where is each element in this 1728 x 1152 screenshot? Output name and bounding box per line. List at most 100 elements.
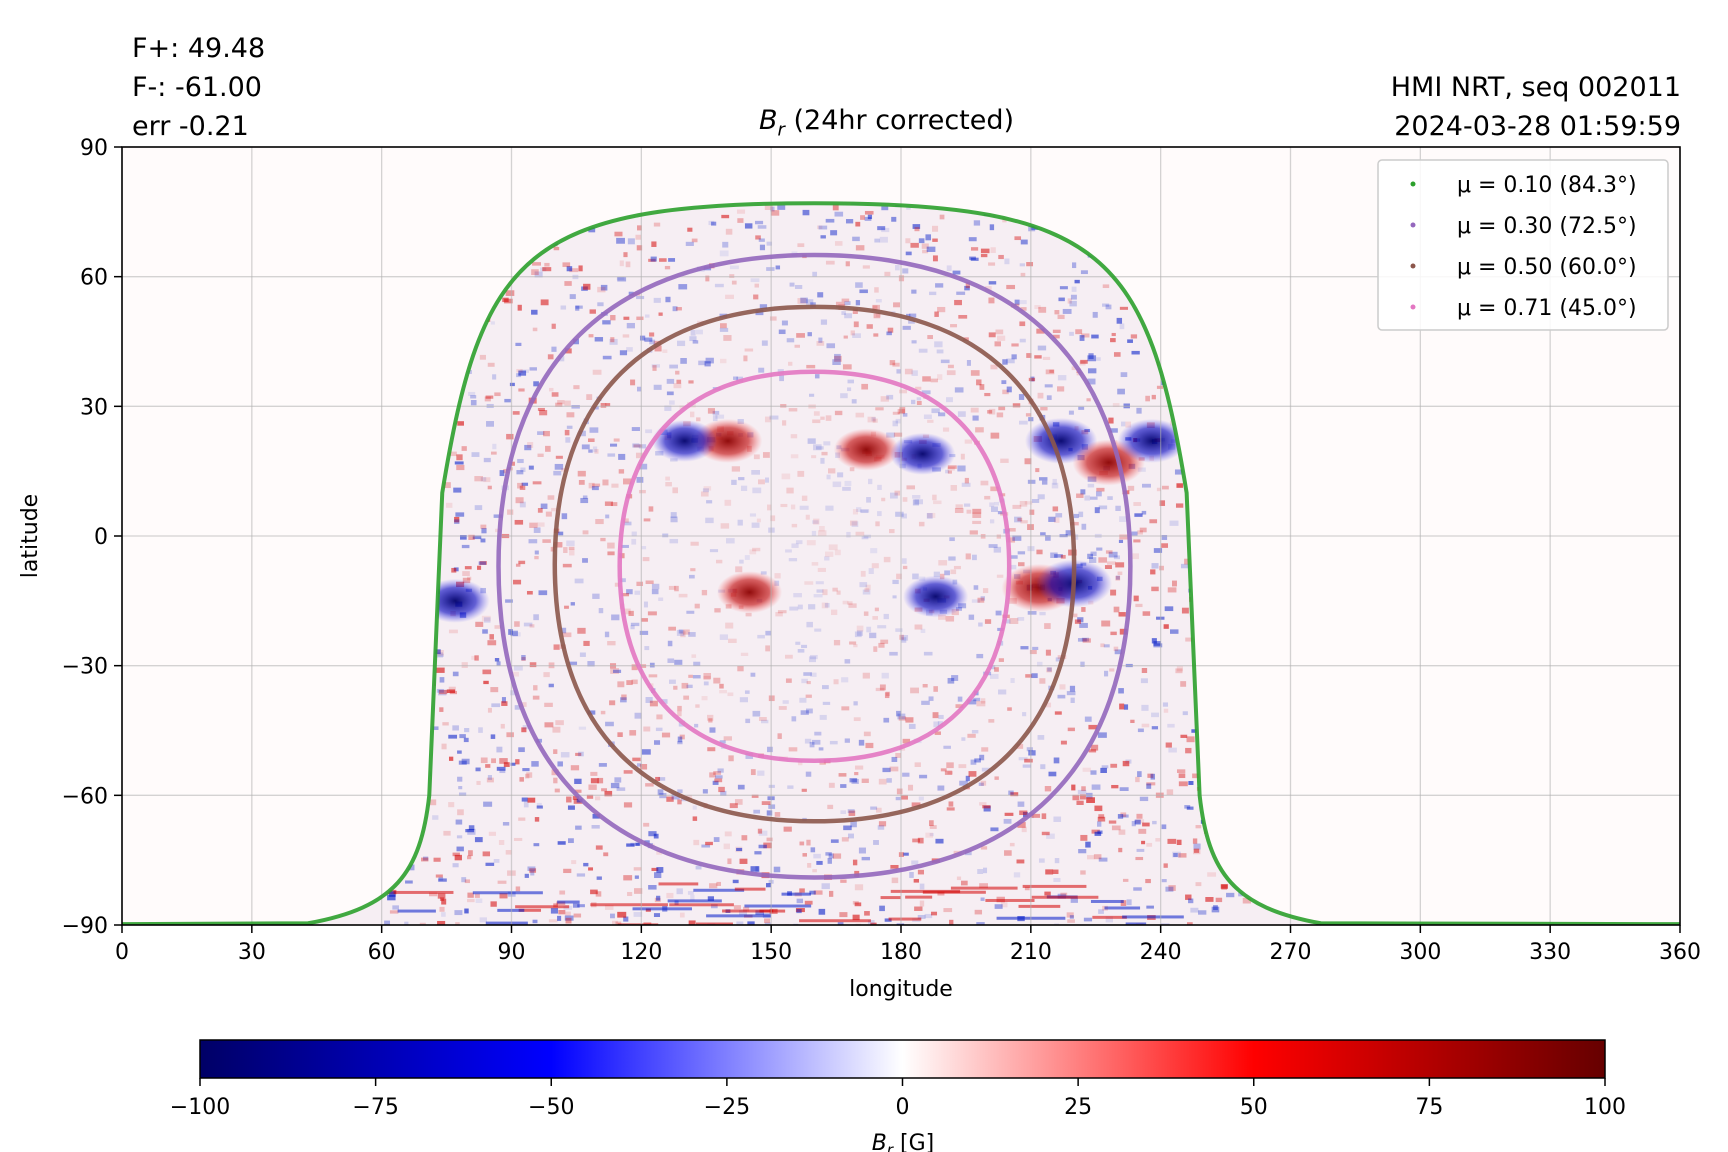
noise-pixel — [937, 374, 943, 380]
noise-pixel — [677, 799, 682, 805]
polar-stripe — [617, 923, 659, 925]
noise-pixel — [810, 672, 817, 677]
noise-pixel — [1032, 646, 1039, 650]
noise-pixel — [770, 515, 776, 522]
noise-pixel — [636, 295, 645, 300]
noise-pixel — [1053, 877, 1061, 882]
noise-pixel — [1038, 477, 1048, 481]
noise-pixel — [905, 717, 914, 723]
noise-pixel — [1134, 513, 1143, 517]
noise-pixel — [1019, 338, 1026, 343]
polar-stripe — [557, 900, 580, 904]
noise-pixel — [970, 257, 979, 261]
noise-pixel — [840, 393, 848, 399]
noise-pixel — [994, 501, 1000, 506]
noise-pixel — [846, 531, 851, 538]
noise-pixel — [942, 427, 950, 432]
y-tick-label: 60 — [80, 266, 108, 291]
noise-pixel — [712, 780, 719, 785]
noise-pixel — [1163, 863, 1168, 868]
noise-pixel — [480, 757, 488, 764]
noise-pixel — [553, 749, 558, 754]
noise-pixel — [777, 733, 782, 739]
noise-pixel — [555, 455, 563, 459]
noise-pixel — [1057, 375, 1067, 381]
noise-pixel — [957, 696, 963, 702]
noise-pixel — [1130, 334, 1138, 339]
noise-pixel — [853, 701, 858, 706]
noise-pixel — [866, 626, 872, 633]
noise-pixel — [692, 805, 697, 810]
noise-pixel — [977, 597, 985, 603]
noise-pixel — [456, 454, 463, 461]
noise-pixel — [1120, 372, 1128, 378]
noise-pixel — [1146, 783, 1152, 789]
noise-pixel — [474, 893, 480, 898]
noise-pixel — [1055, 513, 1063, 518]
noise-pixel — [547, 354, 554, 360]
noise-pixel — [499, 893, 508, 899]
noise-pixel — [912, 499, 920, 506]
noise-pixel — [743, 355, 748, 362]
noise-pixel — [545, 445, 551, 452]
noise-pixel — [725, 228, 733, 235]
noise-pixel — [1024, 886, 1030, 891]
noise-pixel — [782, 700, 789, 704]
noise-pixel — [766, 883, 771, 888]
noise-pixel — [565, 911, 571, 916]
noise-pixel — [461, 446, 467, 451]
noise-pixel — [480, 524, 487, 529]
noise-pixel — [970, 247, 979, 251]
noise-pixel — [1080, 661, 1085, 667]
noise-pixel — [1114, 649, 1123, 655]
noise-pixel — [439, 906, 445, 912]
noise-pixel — [617, 681, 625, 688]
noise-pixel — [588, 334, 594, 338]
legend-entry: μ = 0.50 (60.0°) — [1457, 255, 1637, 280]
noise-pixel — [744, 348, 754, 352]
noise-pixel — [589, 309, 596, 314]
noise-pixel — [946, 397, 953, 403]
noise-pixel — [842, 486, 851, 491]
noise-pixel — [636, 476, 644, 483]
noise-pixel — [737, 218, 744, 223]
noise-pixel — [828, 544, 838, 551]
noise-pixel — [834, 241, 843, 246]
noise-pixel — [441, 912, 446, 917]
noise-pixel — [636, 581, 644, 587]
noise-pixel — [515, 759, 520, 765]
noise-pixel — [551, 346, 557, 352]
noise-pixel — [578, 751, 584, 757]
noise-pixel — [622, 608, 631, 615]
noise-pixel — [989, 519, 995, 524]
polar-stripe — [397, 909, 436, 913]
noise-pixel — [651, 583, 660, 590]
noise-pixel — [1002, 389, 1009, 395]
noise-pixel — [752, 487, 762, 494]
noise-pixel — [617, 277, 627, 282]
noise-pixel — [729, 265, 739, 270]
noise-pixel — [472, 535, 482, 540]
noise-pixel — [1089, 557, 1097, 563]
noise-pixel — [855, 221, 861, 227]
noise-pixel — [1163, 708, 1169, 713]
noise-pixel — [1020, 520, 1028, 524]
noise-pixel — [616, 787, 626, 791]
noise-pixel — [587, 661, 595, 667]
noise-pixel — [1118, 539, 1124, 544]
noise-pixel — [924, 913, 933, 919]
noise-pixel — [712, 415, 718, 422]
noise-pixel — [531, 269, 539, 276]
noise-pixel — [665, 476, 670, 481]
noise-pixel — [720, 323, 727, 329]
noise-pixel — [485, 395, 494, 399]
noise-pixel — [637, 225, 642, 231]
x-tick-label: 330 — [1529, 940, 1571, 965]
noise-pixel — [1009, 842, 1015, 847]
noise-pixel — [827, 804, 834, 810]
noise-pixel — [550, 908, 559, 914]
noise-pixel — [914, 499, 923, 505]
noise-pixel — [1008, 790, 1014, 795]
noise-pixel — [813, 853, 821, 859]
noise-pixel — [719, 690, 727, 694]
